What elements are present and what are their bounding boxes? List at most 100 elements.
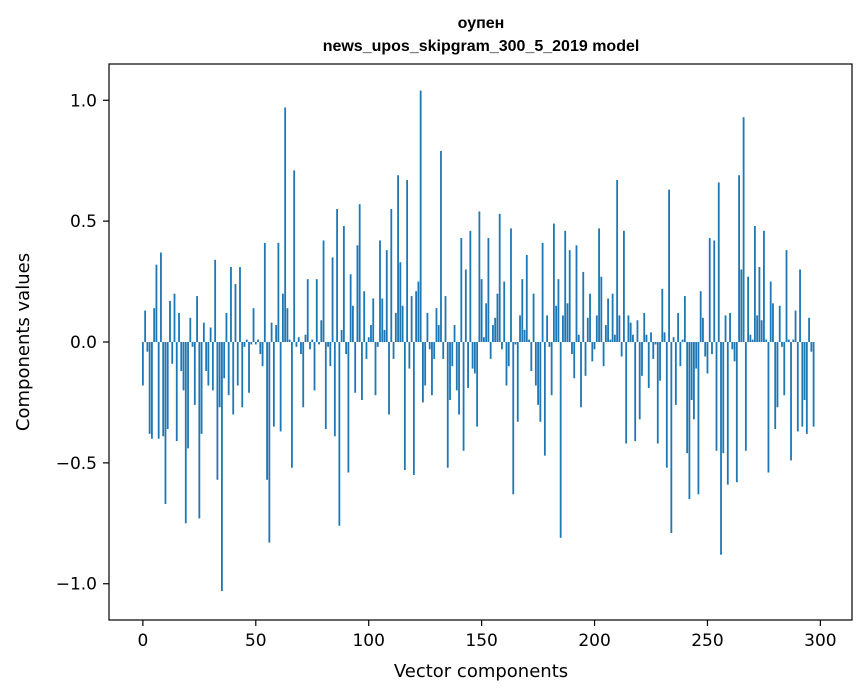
bar [207, 342, 210, 386]
bar [650, 332, 652, 342]
bar [444, 296, 447, 342]
bar [403, 342, 406, 471]
bar [765, 339, 768, 342]
bar [541, 242, 544, 342]
bar [690, 342, 693, 401]
bar [634, 342, 637, 442]
bar [221, 342, 223, 591]
bar [223, 342, 226, 379]
bar [555, 305, 558, 342]
bar [783, 342, 786, 396]
bar [399, 262, 402, 342]
bar [347, 342, 350, 473]
bar [279, 342, 282, 432]
bar [609, 339, 612, 342]
bar [720, 342, 722, 555]
bar [257, 339, 259, 342]
bar [311, 339, 314, 342]
bar [516, 342, 519, 422]
bar [704, 342, 707, 357]
bar [449, 342, 451, 401]
bar [681, 339, 684, 342]
bar [315, 279, 318, 342]
bar [392, 342, 395, 359]
bar [451, 342, 454, 367]
bar [799, 269, 801, 342]
bar [751, 339, 754, 342]
bar [756, 315, 759, 342]
bar [498, 213, 501, 342]
bar [787, 339, 790, 342]
bar [245, 339, 248, 342]
bar [760, 320, 763, 342]
bar [697, 342, 700, 495]
bar [625, 342, 628, 444]
bar [446, 342, 449, 468]
bar [713, 240, 716, 342]
bar [160, 252, 162, 342]
bar [557, 279, 560, 342]
bar [230, 267, 232, 342]
bar [794, 310, 797, 342]
bar [548, 342, 551, 347]
x-tick-label: 100 [352, 631, 384, 651]
x-axis-label: Vector components [394, 661, 568, 682]
bar [575, 245, 578, 342]
bar [180, 342, 183, 372]
bar [573, 342, 576, 379]
bar [435, 308, 438, 342]
bar [440, 151, 442, 342]
bar [324, 342, 327, 430]
bar [442, 342, 445, 359]
bar [144, 310, 147, 342]
bar [659, 342, 661, 381]
bar [453, 325, 456, 342]
bar [670, 342, 673, 533]
bar [266, 342, 268, 480]
bar [202, 322, 205, 342]
bar [437, 325, 440, 342]
bar [767, 342, 770, 473]
bar [480, 279, 483, 342]
bar [661, 288, 664, 342]
bar [715, 342, 718, 451]
bar [361, 342, 363, 401]
bar [623, 230, 625, 342]
bar [763, 230, 765, 342]
bar [580, 342, 582, 408]
bar [796, 342, 799, 432]
bar [406, 180, 409, 342]
bar [367, 337, 370, 342]
bar [758, 267, 761, 342]
bar [284, 107, 287, 342]
bar [248, 342, 250, 393]
bar [672, 337, 675, 342]
bar [695, 342, 698, 369]
bar [688, 342, 691, 500]
bar [295, 342, 298, 347]
bar [683, 296, 686, 342]
bar [243, 342, 246, 347]
bar [534, 342, 537, 386]
bar [792, 339, 795, 342]
bar [668, 189, 670, 342]
bar [706, 342, 709, 374]
bar [263, 242, 266, 342]
bar [162, 342, 165, 437]
bar [379, 240, 381, 342]
bar [297, 337, 300, 342]
bar [530, 342, 533, 372]
bar [196, 296, 198, 342]
bar [288, 339, 291, 342]
bar [270, 322, 273, 342]
bar [410, 296, 413, 342]
bar [374, 342, 377, 396]
y-axis-label: Components values [13, 253, 34, 431]
bar [803, 342, 806, 401]
bar [510, 228, 512, 342]
x-tick-label: 50 [245, 631, 267, 651]
bar [591, 342, 594, 362]
bar [611, 293, 614, 342]
bar [376, 342, 379, 347]
